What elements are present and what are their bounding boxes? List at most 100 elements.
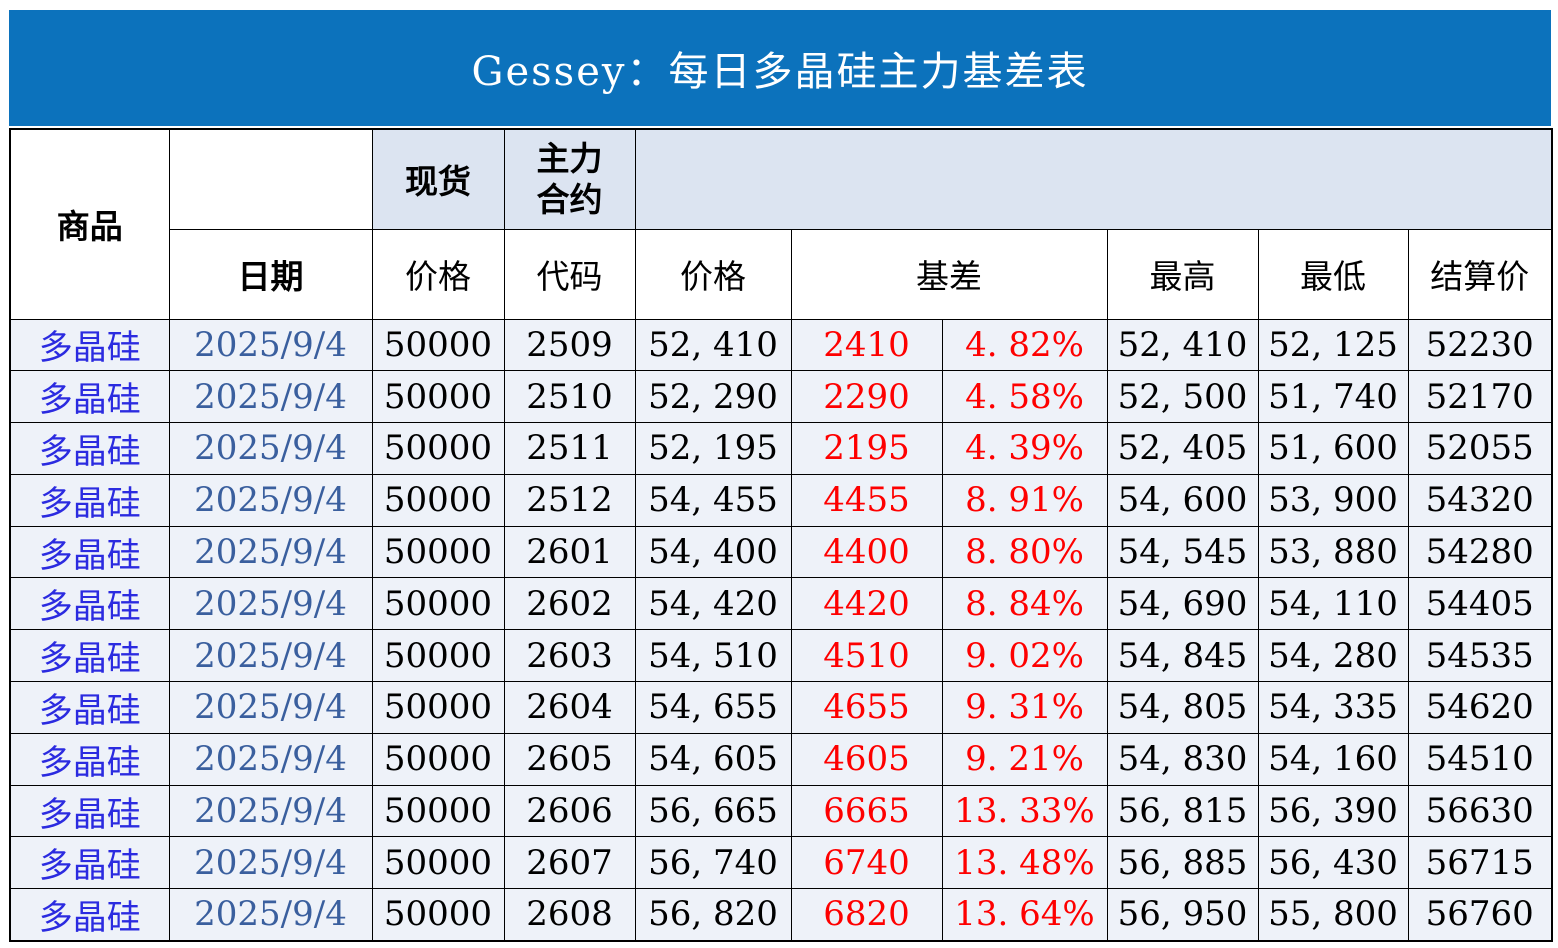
header-main-contract-line1: 主力	[536, 139, 603, 178]
date-cell: 2025/9/4	[168, 525, 373, 579]
low-cell: 53, 900	[1257, 473, 1409, 527]
contract-code-cell: 2601	[503, 525, 636, 579]
basis-value-cell: 6820	[790, 888, 943, 942]
settlement-cell: 52230	[1407, 318, 1553, 372]
basis-value-cell: 2410	[790, 318, 943, 372]
contract-code-cell: 2607	[503, 836, 636, 890]
futures-price-cell: 56, 740	[634, 836, 792, 890]
futures-price-cell: 52, 410	[634, 318, 792, 372]
settlement-cell: 56760	[1407, 888, 1553, 942]
spot-price-cell: 50000	[371, 577, 505, 631]
table-row: 多晶硅 2025/9/4 50000 2602 54, 420 4420 8. …	[9, 577, 1553, 631]
table-row: 多晶硅 2025/9/4 50000 2605 54, 605 4605 9. …	[9, 732, 1553, 786]
spot-price-cell: 50000	[371, 784, 505, 838]
futures-price-cell: 54, 420	[634, 577, 792, 631]
settlement-cell: 54510	[1407, 732, 1553, 786]
settlement-cell: 54535	[1407, 629, 1553, 683]
date-cell: 2025/9/4	[168, 784, 373, 838]
futures-price-cell: 54, 655	[634, 681, 792, 734]
futures-price-cell: 56, 820	[634, 888, 792, 942]
futures-price-cell: 54, 455	[634, 473, 792, 527]
table-row: 多晶硅 2025/9/4 50000 2607 56, 740 6740 13.…	[9, 836, 1553, 890]
high-cell: 56, 950	[1106, 888, 1259, 942]
settlement-cell: 52170	[1407, 370, 1553, 424]
basis-value-cell: 4510	[790, 629, 943, 683]
settlement-cell: 52055	[1407, 422, 1553, 475]
table-row: 多晶硅 2025/9/4 50000 2509 52, 410 2410 4. …	[9, 318, 1553, 372]
spot-price-cell: 50000	[371, 732, 505, 786]
high-cell: 52, 410	[1106, 318, 1259, 372]
spot-price-cell: 50000	[371, 473, 505, 527]
date-cell: 2025/9/4	[168, 370, 373, 424]
header-spot-price: 价格	[371, 228, 505, 320]
high-cell: 54, 830	[1106, 732, 1259, 786]
header-low: 最低	[1257, 228, 1409, 320]
spot-price-cell: 50000	[371, 318, 505, 372]
commodity-cell: 多晶硅	[9, 681, 170, 734]
contract-code-cell: 2511	[503, 422, 636, 475]
header-commodity: 商品	[9, 128, 170, 320]
low-cell: 52, 125	[1257, 318, 1409, 372]
table-row: 多晶硅 2025/9/4 50000 2510 52, 290 2290 4. …	[9, 370, 1553, 424]
header-futures-price: 价格	[634, 228, 792, 320]
low-cell: 56, 390	[1257, 784, 1409, 838]
basis-value-cell: 4400	[790, 525, 943, 579]
contract-code-cell: 2606	[503, 784, 636, 838]
settlement-cell: 54320	[1407, 473, 1553, 527]
basis-percent-cell: 4. 39%	[941, 422, 1108, 475]
date-cell: 2025/9/4	[168, 681, 373, 734]
basis-percent-cell: 8. 91%	[941, 473, 1108, 527]
low-cell: 54, 160	[1257, 732, 1409, 786]
date-cell: 2025/9/4	[168, 732, 373, 786]
spot-price-cell: 50000	[371, 422, 505, 475]
low-cell: 54, 335	[1257, 681, 1409, 734]
basis-value-cell: 4455	[790, 473, 943, 527]
settlement-cell: 54620	[1407, 681, 1553, 734]
spot-price-cell: 50000	[371, 629, 505, 683]
date-cell: 2025/9/4	[168, 577, 373, 631]
table-row: 多晶硅 2025/9/4 50000 2512 54, 455 4455 8. …	[9, 473, 1553, 527]
basis-value-cell: 6740	[790, 836, 943, 890]
date-cell: 2025/9/4	[168, 473, 373, 527]
spot-price-cell: 50000	[371, 525, 505, 579]
contract-code-cell: 2509	[503, 318, 636, 372]
basis-percent-cell: 13. 33%	[941, 784, 1108, 838]
basis-percent-cell: 9. 02%	[941, 629, 1108, 683]
table-row: 多晶硅 2025/9/4 50000 2606 56, 665 6665 13.…	[9, 784, 1553, 838]
futures-price-cell: 52, 195	[634, 422, 792, 475]
header-basis: 基差	[790, 228, 1108, 320]
futures-price-cell: 54, 400	[634, 525, 792, 579]
commodity-cell: 多晶硅	[9, 784, 170, 838]
high-cell: 54, 600	[1106, 473, 1259, 527]
commodity-cell: 多晶硅	[9, 422, 170, 475]
low-cell: 54, 110	[1257, 577, 1409, 631]
high-cell: 54, 805	[1106, 681, 1259, 734]
basis-percent-cell: 4. 82%	[941, 318, 1108, 372]
low-cell: 56, 430	[1257, 836, 1409, 890]
contract-code-cell: 2604	[503, 681, 636, 734]
basis-percent-cell: 4. 58%	[941, 370, 1108, 424]
commodity-cell: 多晶硅	[9, 473, 170, 527]
commodity-cell: 多晶硅	[9, 629, 170, 683]
spot-price-cell: 50000	[371, 836, 505, 890]
contract-code-cell: 2603	[503, 629, 636, 683]
table-row: 多晶硅 2025/9/4 50000 2603 54, 510 4510 9. …	[9, 629, 1553, 683]
header-empty-cell	[168, 128, 373, 230]
date-cell: 2025/9/4	[168, 888, 373, 942]
commodity-cell: 多晶硅	[9, 888, 170, 942]
commodity-cell: 多晶硅	[9, 370, 170, 424]
date-cell: 2025/9/4	[168, 629, 373, 683]
table-body: 多晶硅 2025/9/4 50000 2509 52, 410 2410 4. …	[9, 318, 1553, 942]
commodity-cell: 多晶硅	[9, 577, 170, 631]
contract-code-cell: 2605	[503, 732, 636, 786]
table-row: 多晶硅 2025/9/4 50000 2608 56, 820 6820 13.…	[9, 888, 1553, 942]
spot-price-cell: 50000	[371, 681, 505, 734]
high-cell: 54, 845	[1106, 629, 1259, 683]
header-main-contract-line2: 合约	[536, 180, 603, 220]
low-cell: 53, 880	[1257, 525, 1409, 579]
contract-code-cell: 2608	[503, 888, 636, 942]
high-cell: 54, 690	[1106, 577, 1259, 631]
header-row-1: 商品 现货 主力 合约	[9, 128, 1553, 320]
basis-value-cell: 4655	[790, 681, 943, 734]
